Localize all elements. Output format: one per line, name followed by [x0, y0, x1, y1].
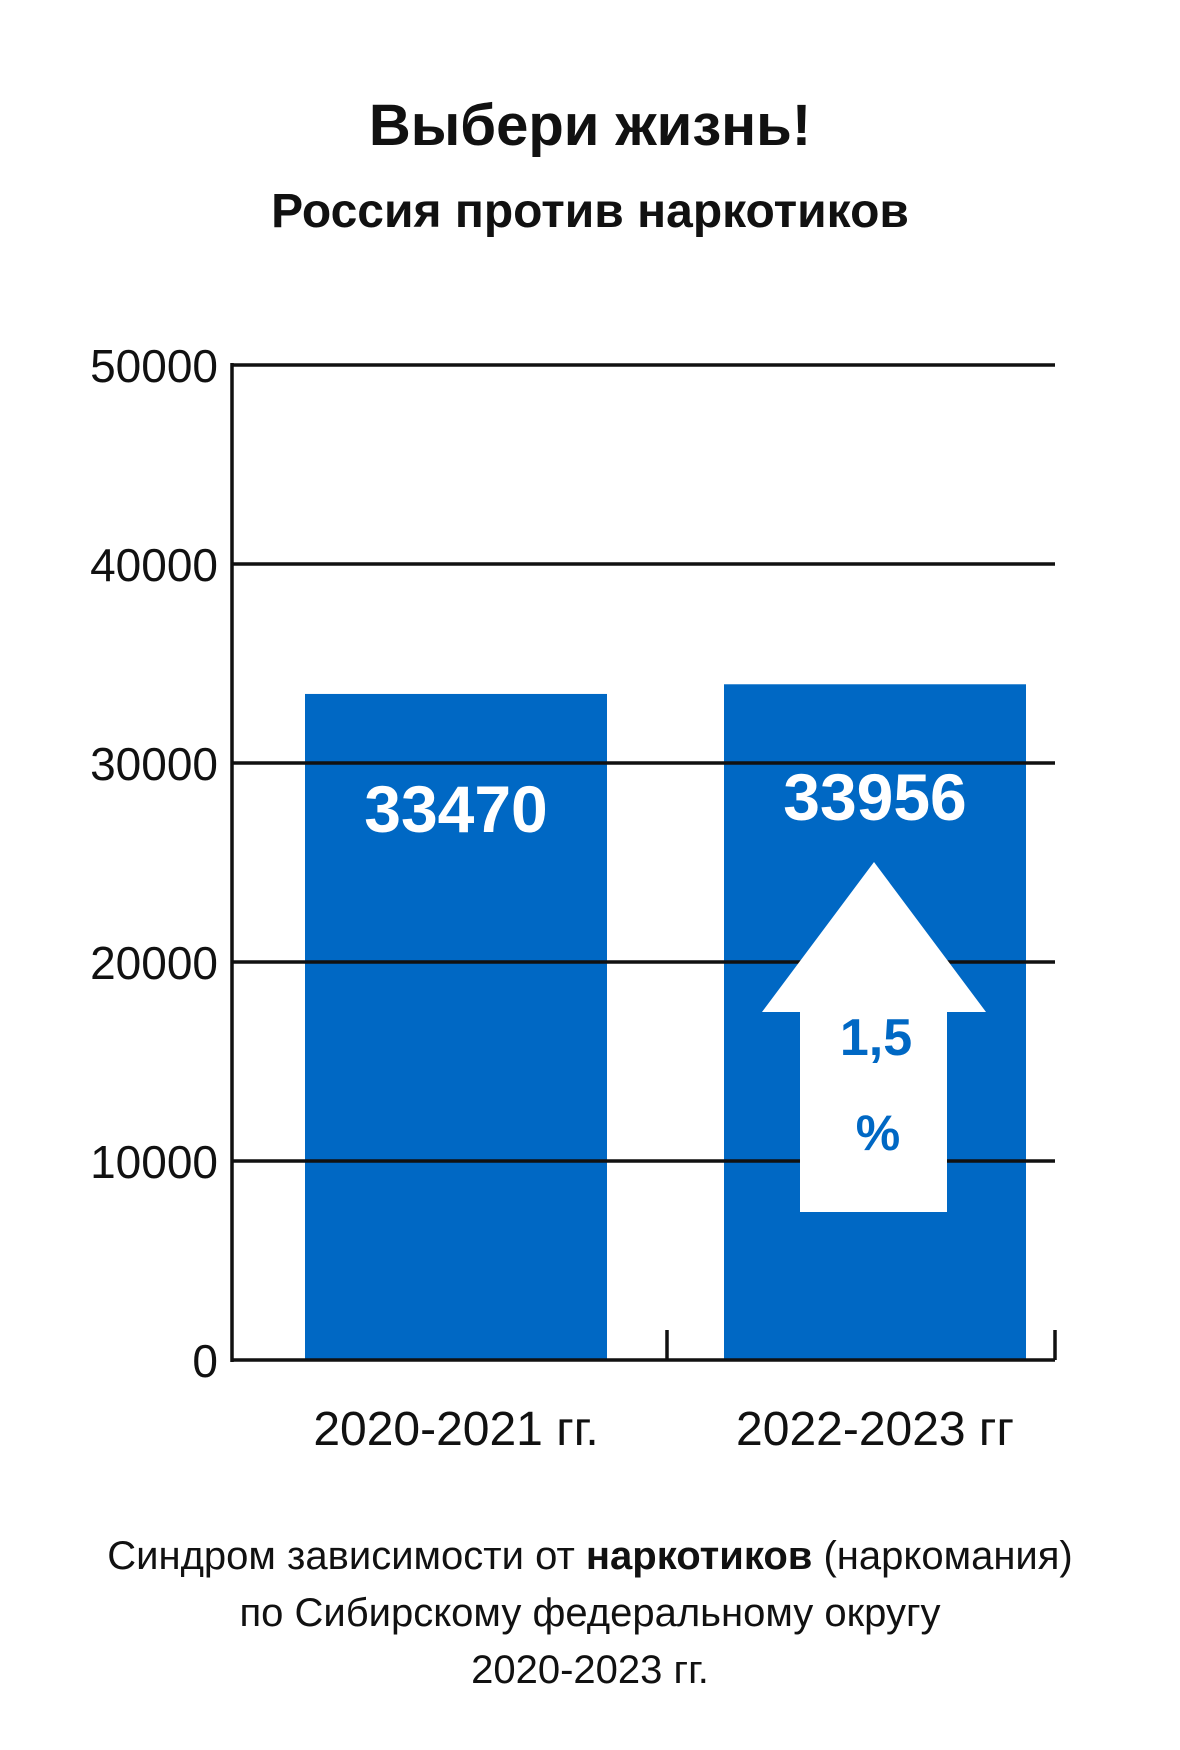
- y-tick-label: 50000: [90, 340, 218, 392]
- y-tick-label: 30000: [90, 738, 218, 790]
- up-arrow-icon: [762, 862, 986, 1212]
- caption-line-3: 2020-2023 гг.: [471, 1648, 709, 1692]
- chart-title: Выбери жизнь!: [368, 93, 812, 158]
- chart-subtitle: Россия против наркотиков: [271, 185, 909, 238]
- bar-1: [305, 693, 607, 1360]
- y-tick-label: 20000: [90, 937, 218, 989]
- x-category-label: 2020-2021 гг.: [313, 1403, 598, 1456]
- bar-value-label: 33470: [364, 772, 548, 846]
- caption-line-1: Синдром зависимости от наркотиков (нарко…: [0, 1528, 1180, 1584]
- growth-percent-value: 1,5: [840, 1009, 912, 1067]
- y-tick-label: 0: [192, 1335, 218, 1387]
- caption-text-pre: Синдром зависимости от: [107, 1534, 586, 1578]
- caption-text-bold: наркотиков: [585, 1534, 813, 1578]
- y-tick-label: 10000: [90, 1136, 218, 1188]
- bar-chart: 0 10000 20000 30000 40000 50000 2020-2021 гг. 2…: [90, 340, 1057, 1456]
- y-tick-label: 40000: [90, 539, 218, 591]
- caption-line-2: по Сибирскому федеральному округу: [239, 1591, 941, 1635]
- caption-text-post: (наркомания): [812, 1534, 1073, 1578]
- bar-value-label: 33956: [783, 760, 967, 834]
- x-category-label: 2022-2023 гг: [736, 1403, 1014, 1456]
- growth-percent-sign: %: [856, 1105, 900, 1161]
